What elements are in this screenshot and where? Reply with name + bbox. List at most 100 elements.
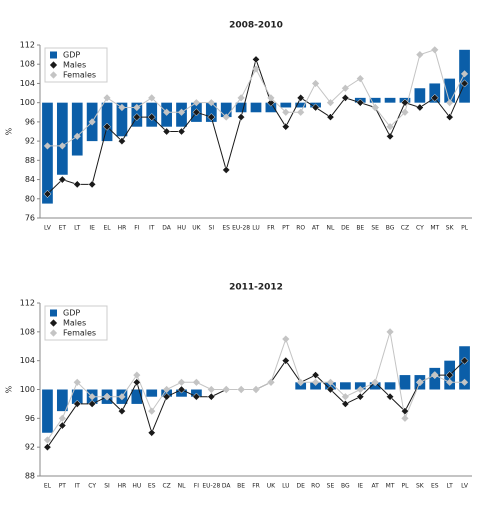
point-marker bbox=[341, 84, 349, 92]
point-marker bbox=[311, 371, 320, 380]
y-tick-label: 100 bbox=[20, 385, 35, 394]
point-marker bbox=[43, 443, 52, 452]
point-marker bbox=[431, 371, 439, 379]
point-marker bbox=[296, 93, 305, 102]
x-tick-label: SE bbox=[371, 225, 379, 232]
point-marker bbox=[401, 108, 409, 116]
x-tick-label: CZ bbox=[401, 225, 409, 232]
y-tick-label: 104 bbox=[20, 356, 35, 365]
legend-label: GDP bbox=[63, 309, 80, 318]
point-marker bbox=[326, 99, 335, 107]
point-marker bbox=[282, 335, 290, 343]
x-tick-label: CY bbox=[88, 483, 96, 490]
x-tick-label: SI bbox=[104, 483, 110, 490]
point-marker bbox=[386, 328, 394, 336]
point-marker bbox=[445, 371, 454, 380]
x-tick-label: PL bbox=[401, 483, 409, 490]
point-marker bbox=[460, 79, 469, 88]
y-tick-label: 88 bbox=[25, 472, 35, 481]
point-marker bbox=[192, 392, 201, 401]
point-marker bbox=[177, 127, 186, 136]
gdp-bar bbox=[444, 78, 456, 103]
legend-swatch bbox=[49, 329, 58, 337]
point-marker bbox=[207, 113, 216, 122]
gdp-bar bbox=[384, 97, 396, 103]
x-tick-label: LV bbox=[461, 483, 469, 490]
point-marker bbox=[163, 385, 171, 394]
point-marker bbox=[133, 371, 141, 379]
x-tick-label: PT bbox=[282, 225, 290, 232]
gdp-bar bbox=[384, 382, 396, 390]
gdp-bar bbox=[295, 102, 307, 108]
point-marker bbox=[341, 399, 350, 408]
point-marker bbox=[73, 180, 82, 189]
x-tick-label: NL bbox=[327, 225, 335, 232]
point-marker bbox=[163, 108, 171, 116]
point-marker bbox=[117, 137, 126, 146]
point-marker bbox=[297, 378, 305, 386]
y-tick-label: 108 bbox=[20, 60, 35, 69]
point-marker bbox=[446, 99, 454, 107]
legend-label: Males bbox=[63, 61, 86, 70]
gdp-bar bbox=[71, 102, 83, 156]
gdp-bar bbox=[265, 102, 277, 113]
y-tick-label: 76 bbox=[25, 214, 35, 223]
chart-title: 2011-2012 bbox=[229, 283, 283, 293]
point-marker bbox=[416, 378, 424, 386]
point-marker bbox=[58, 175, 67, 184]
point-marker bbox=[207, 385, 215, 394]
point-marker bbox=[147, 428, 156, 437]
point-marker bbox=[192, 108, 201, 117]
point-marker bbox=[326, 113, 335, 122]
gdp-bar bbox=[354, 382, 366, 390]
point-marker bbox=[222, 165, 231, 174]
x-tick-label: NL bbox=[178, 483, 186, 490]
gdp-bar bbox=[42, 389, 53, 433]
x-tick-label: EL bbox=[103, 225, 111, 232]
gdp-bar bbox=[340, 382, 351, 390]
point-marker bbox=[103, 393, 111, 401]
point-marker bbox=[281, 356, 290, 365]
x-tick-label: DE bbox=[341, 225, 350, 232]
gdp-bar bbox=[250, 102, 262, 113]
y-tick-label: 96 bbox=[25, 414, 35, 423]
point-marker bbox=[148, 407, 156, 415]
gdp-bar bbox=[235, 102, 247, 113]
point-marker bbox=[73, 378, 81, 386]
point-marker bbox=[356, 392, 365, 401]
legend-label: GDP bbox=[63, 51, 80, 60]
point-marker bbox=[252, 385, 260, 394]
y-tick-label: 80 bbox=[25, 194, 35, 203]
gdp-bar bbox=[131, 389, 143, 404]
x-tick-label: HU bbox=[177, 225, 186, 232]
y-tick-label: 104 bbox=[20, 79, 35, 88]
point-marker bbox=[460, 70, 469, 78]
point-marker bbox=[222, 385, 230, 394]
x-tick-label: PT bbox=[59, 483, 67, 490]
x-tick-label: CZ bbox=[162, 483, 170, 490]
point-marker bbox=[252, 65, 260, 73]
point-marker bbox=[162, 392, 171, 401]
point-marker bbox=[118, 103, 126, 112]
legend-label: Males bbox=[63, 319, 86, 328]
x-tick-label: IE bbox=[357, 483, 363, 490]
gdp-bar bbox=[414, 88, 426, 103]
x-tick-label: LT bbox=[74, 225, 81, 232]
x-tick-label: MT bbox=[430, 225, 439, 232]
x-tick-label: SK bbox=[416, 483, 425, 490]
point-marker bbox=[266, 98, 275, 107]
y-tick-label: 92 bbox=[25, 443, 35, 452]
x-tick-label: BE bbox=[237, 483, 245, 490]
point-marker bbox=[237, 94, 245, 102]
x-tick-label: EL bbox=[44, 483, 52, 490]
gdp-bar bbox=[56, 389, 68, 412]
point-marker bbox=[356, 75, 364, 83]
point-marker bbox=[416, 51, 424, 59]
point-marker bbox=[88, 118, 96, 126]
x-tick-label: EU-28 bbox=[202, 483, 220, 490]
point-marker bbox=[267, 94, 275, 102]
point-marker bbox=[297, 108, 305, 116]
point-marker bbox=[147, 113, 156, 122]
